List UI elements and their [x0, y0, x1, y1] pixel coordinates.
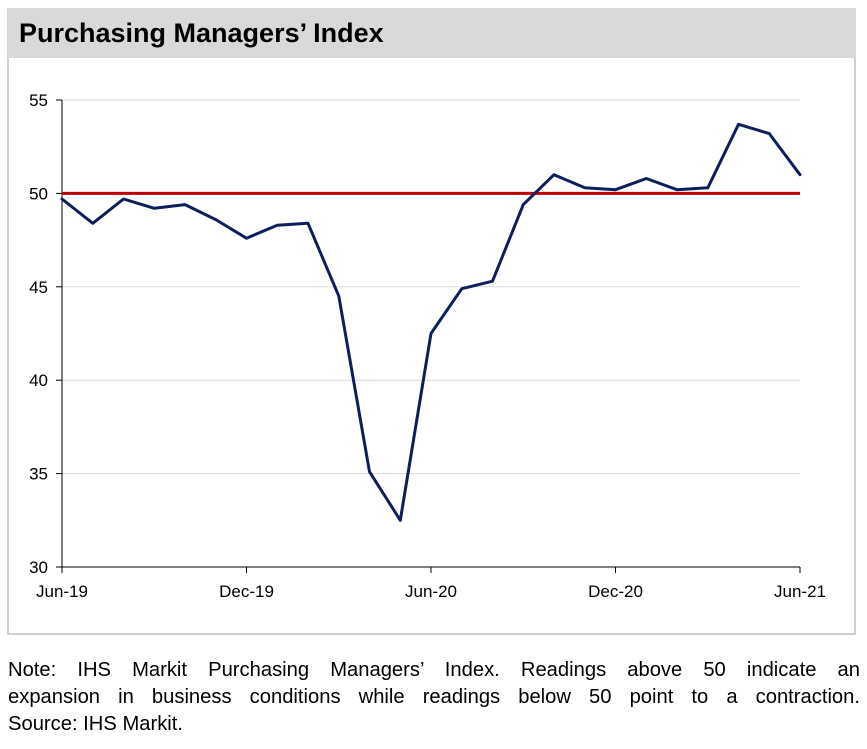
y-tick-label: 35	[29, 465, 48, 484]
note-source: Source: IHS Markit.	[8, 713, 184, 735]
note-line-1: Note: IHS Markit Purchasing Managers’ In…	[8, 659, 860, 681]
note-line-2: expansion in business conditions while r…	[8, 686, 860, 708]
x-tick-label: Jun-21	[774, 582, 826, 601]
x-tick-label: Jun-19	[36, 582, 88, 601]
chart-note: Note: IHS Markit Purchasing Managers’ In…	[8, 657, 860, 738]
pmi-line-chart: 30 35 40 45 50 55 Jun-19 Dec-19 Jun-20 Dec-20 Jun-…	[29, 91, 826, 601]
y-tick-label: 40	[29, 371, 48, 390]
y-tick-label: 30	[29, 558, 48, 577]
chart-title: Purchasing Managers’ Index	[7, 8, 856, 58]
chart-frame	[7, 58, 856, 635]
y-tick-label: 50	[29, 184, 48, 203]
pmi-series-line	[60, 122, 802, 522]
y-tick-label: 45	[29, 278, 48, 297]
x-tick-label: Dec-19	[219, 582, 274, 601]
y-tick-label: 55	[29, 91, 48, 110]
x-tick-label: Jun-20	[405, 582, 457, 601]
x-tick-label: Dec-20	[588, 582, 643, 601]
